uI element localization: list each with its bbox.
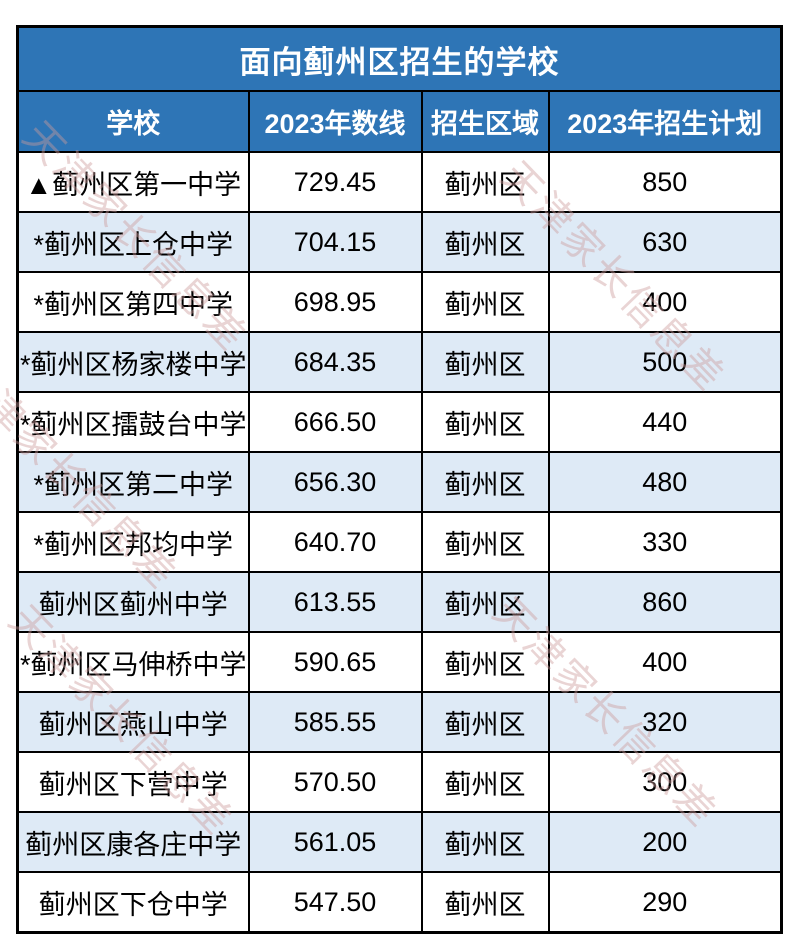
cell-region: 蓟州区	[420, 691, 550, 753]
cell-school: 蓟州区下营中学	[16, 751, 250, 813]
table-row: 蓟州区燕山中学 585.55 蓟州区 320	[16, 691, 783, 753]
cell-plan: 320	[547, 691, 783, 753]
cell-plan: 330	[547, 511, 783, 573]
cell-score: 698.95	[247, 271, 423, 333]
cell-school: 蓟州区康各庄中学	[16, 811, 250, 873]
cell-region: 蓟州区	[420, 211, 550, 273]
cell-score: 585.55	[247, 691, 423, 753]
cell-region: 蓟州区	[420, 151, 550, 213]
cell-plan: 400	[547, 271, 783, 333]
col-header-score: 2023年数线	[247, 90, 423, 153]
table-row: *蓟州区邦均中学 640.70 蓟州区 330	[16, 511, 783, 573]
cell-plan: 440	[547, 391, 783, 453]
cell-score: 613.55	[247, 571, 423, 633]
table-title: 面向蓟州区招生的学校	[16, 25, 783, 92]
table-row: *蓟州区第二中学 656.30 蓟州区 480	[16, 451, 783, 513]
table-title-row: 面向蓟州区招生的学校	[16, 25, 783, 92]
cell-plan: 400	[547, 631, 783, 693]
cell-score: 666.50	[247, 391, 423, 453]
table-row: *蓟州区擂鼓台中学 666.50 蓟州区 440	[16, 391, 783, 453]
cell-region: 蓟州区	[420, 631, 550, 693]
cell-plan: 480	[547, 451, 783, 513]
cell-score: 590.65	[247, 631, 423, 693]
cell-school: ▲蓟州区第一中学	[16, 151, 250, 213]
cell-plan: 630	[547, 211, 783, 273]
cell-school: *蓟州区第二中学	[16, 451, 250, 513]
table-header-row: 学校 2023年数线 招生区域 2023年招生计划	[16, 90, 783, 153]
cell-school: 蓟州区下仓中学	[16, 871, 250, 934]
cell-school: *蓟州区擂鼓台中学	[16, 391, 250, 453]
cell-plan: 200	[547, 811, 783, 873]
cell-school: *蓟州区杨家楼中学	[16, 331, 250, 393]
table-row: *蓟州区杨家楼中学 684.35 蓟州区 500	[16, 331, 783, 393]
cell-school: *蓟州区马伸桥中学	[16, 631, 250, 693]
cell-plan: 300	[547, 751, 783, 813]
table-row: *蓟州区第四中学 698.95 蓟州区 400	[16, 271, 783, 333]
cell-school: *蓟州区上仓中学	[16, 211, 250, 273]
table-row: 蓟州区康各庄中学 561.05 蓟州区 200	[16, 811, 783, 873]
cell-region: 蓟州区	[420, 811, 550, 873]
table-row: *蓟州区马伸桥中学 590.65 蓟州区 400	[16, 631, 783, 693]
cell-region: 蓟州区	[420, 751, 550, 813]
cell-school: 蓟州区蓟州中学	[16, 571, 250, 633]
cell-score: 640.70	[247, 511, 423, 573]
cell-region: 蓟州区	[420, 871, 550, 934]
cell-score: 561.05	[247, 811, 423, 873]
cell-score: 547.50	[247, 871, 423, 934]
cell-school: *蓟州区邦均中学	[16, 511, 250, 573]
cell-region: 蓟州区	[420, 451, 550, 513]
cell-region: 蓟州区	[420, 271, 550, 333]
cell-region: 蓟州区	[420, 511, 550, 573]
cell-region: 蓟州区	[420, 331, 550, 393]
cell-school: *蓟州区第四中学	[16, 271, 250, 333]
admission-table: 面向蓟州区招生的学校 学校 2023年数线 招生区域 2023年招生计划 ▲蓟州…	[16, 25, 783, 934]
cell-score: 729.45	[247, 151, 423, 213]
cell-school: 蓟州区燕山中学	[16, 691, 250, 753]
cell-region: 蓟州区	[420, 571, 550, 633]
table-row: 蓟州区下仓中学 547.50 蓟州区 290	[16, 871, 783, 934]
cell-plan: 290	[547, 871, 783, 934]
cell-score: 656.30	[247, 451, 423, 513]
table-row: 蓟州区下营中学 570.50 蓟州区 300	[16, 751, 783, 813]
table-row: ▲蓟州区第一中学 729.45 蓟州区 850	[16, 151, 783, 213]
cell-region: 蓟州区	[420, 391, 550, 453]
col-header-school: 学校	[16, 90, 250, 153]
cell-score: 570.50	[247, 751, 423, 813]
cell-plan: 850	[547, 151, 783, 213]
cell-score: 684.35	[247, 331, 423, 393]
col-header-plan: 2023年招生计划	[547, 90, 783, 153]
cell-plan: 500	[547, 331, 783, 393]
table-row: *蓟州区上仓中学 704.15 蓟州区 630	[16, 211, 783, 273]
cell-score: 704.15	[247, 211, 423, 273]
cell-plan: 860	[547, 571, 783, 633]
table-row: 蓟州区蓟州中学 613.55 蓟州区 860	[16, 571, 783, 633]
col-header-region: 招生区域	[420, 90, 550, 153]
